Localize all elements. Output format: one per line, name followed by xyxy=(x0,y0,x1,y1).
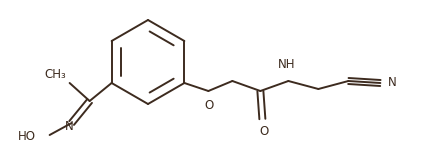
Text: N: N xyxy=(65,121,73,133)
Text: HO: HO xyxy=(18,131,36,143)
Text: NH: NH xyxy=(278,58,295,71)
Text: CH₃: CH₃ xyxy=(44,68,66,81)
Text: O: O xyxy=(260,125,269,138)
Text: O: O xyxy=(205,99,214,112)
Text: N: N xyxy=(389,76,397,90)
